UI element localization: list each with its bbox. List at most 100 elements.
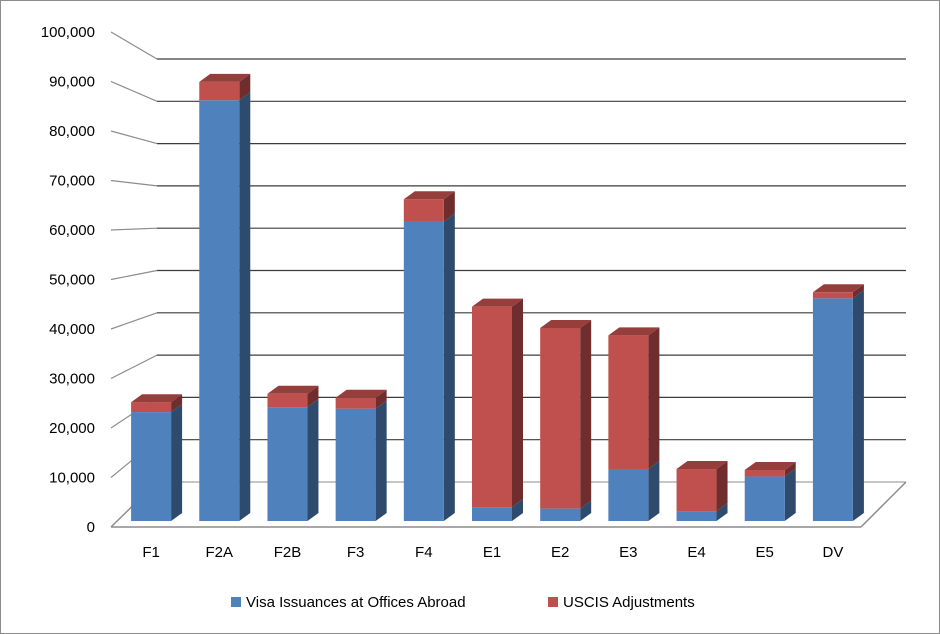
y-tick-label: 30,000 — [49, 371, 95, 388]
y-tick-label: 40,000 — [49, 321, 95, 338]
x-tick-label: F4 — [415, 544, 433, 561]
bar-segment-uscis — [540, 327, 581, 509]
x-tick-label: E1 — [483, 544, 501, 561]
bar-segment-uscis — [472, 306, 512, 508]
bar-group-e3 — [608, 327, 660, 521]
bar-group-f2a — [199, 73, 251, 521]
y-tick-label: 80,000 — [49, 123, 95, 140]
bar-segment-visa — [131, 412, 172, 521]
bar-segment-uscis — [812, 292, 853, 299]
bar-side-uscis — [648, 327, 660, 470]
bar-segment-visa — [540, 508, 581, 521]
bar-side-visa — [716, 503, 728, 521]
bar-group-e4 — [676, 461, 728, 521]
bar-segment-visa — [267, 407, 308, 521]
bar-segment-uscis — [131, 402, 172, 413]
bar-top — [403, 191, 455, 200]
bar-side-uscis — [375, 389, 387, 409]
bar-group-e2 — [540, 319, 592, 521]
legend: Visa Issuances at Offices Abroad USCIS Ad… — [231, 594, 695, 611]
bar-side-uscis — [171, 394, 183, 413]
bar-segment-uscis — [676, 469, 717, 512]
gridline-diagonal — [110, 31, 158, 60]
bar-side-uscis — [307, 385, 319, 408]
bar-side-visa — [580, 500, 592, 521]
legend-swatch — [231, 597, 241, 607]
legend-item: Visa Issuances at Offices Abroad — [231, 594, 466, 611]
legend-label: USCIS Adjustments — [563, 594, 695, 611]
bar-group-f3 — [335, 389, 387, 521]
y-tick-label: 10,000 — [49, 470, 95, 487]
bar-group-e1 — [472, 298, 523, 521]
bar-segment-visa — [472, 507, 512, 521]
bar-segment-visa — [676, 511, 717, 521]
gridline-diagonal — [110, 130, 158, 145]
bar-group-f4 — [403, 191, 455, 521]
bar-top — [608, 327, 660, 336]
x-tick-label: E5 — [756, 544, 774, 561]
y-tick-label: 20,000 — [49, 420, 95, 437]
gridline-diagonal — [110, 269, 158, 281]
x-tick-label: F2B — [274, 544, 302, 561]
bar-group-f1 — [131, 394, 183, 521]
x-tick-label: E3 — [619, 544, 637, 561]
bar-segment-uscis — [403, 199, 444, 222]
gridline-diagonal — [110, 227, 158, 231]
y-tick-label: 100,000 — [41, 24, 95, 41]
bar-group-f2b — [267, 385, 319, 521]
bar-group-e5 — [744, 462, 796, 521]
bar-side-uscis — [716, 461, 728, 512]
bar-side-visa — [375, 400, 387, 521]
bar-side-visa — [307, 399, 319, 521]
bar-side-uscis — [512, 298, 523, 508]
bar-side-visa — [852, 290, 864, 521]
floor-right-edge — [860, 481, 907, 528]
gridline-diagonal — [110, 354, 158, 380]
x-tick-label: E4 — [687, 544, 705, 561]
legend-item: USCIS Adjustments — [548, 594, 695, 611]
bar-side-uscis — [580, 319, 592, 509]
bar-segment-visa — [812, 298, 853, 521]
bar-segment-uscis — [267, 393, 308, 408]
bar-top — [199, 73, 251, 82]
x-tick-label: DV — [822, 544, 843, 561]
bar-segment-uscis — [744, 470, 785, 477]
bar-side-visa — [512, 499, 523, 521]
x-axis-labels: DV E5 E4 E3 E2 E1 F4 F3 F2B F2A F1 — [142, 544, 843, 561]
gridline-diagonal — [110, 179, 158, 187]
bar-side-uscis — [443, 191, 455, 222]
bar-segment-uscis — [335, 397, 376, 409]
bar-group-dv — [812, 284, 864, 521]
bar-side-uscis — [852, 284, 864, 299]
legend-swatch — [548, 597, 558, 607]
bar-segment-visa — [608, 469, 649, 521]
x-tick-label: F3 — [347, 544, 365, 561]
bar-top — [335, 389, 387, 398]
bar-top — [676, 461, 728, 470]
bar-side-visa — [443, 213, 455, 521]
y-tick-label: 90,000 — [49, 74, 95, 91]
gridline-diagonal — [110, 312, 158, 330]
bar-segment-uscis — [608, 335, 649, 470]
bar-segment-visa — [403, 221, 444, 521]
x-tick-label: E2 — [551, 544, 569, 561]
bar-side-visa — [171, 404, 183, 521]
bar-side-visa — [239, 92, 251, 521]
y-tick-label: 50,000 — [49, 272, 95, 289]
bar-segment-visa — [744, 476, 785, 521]
bar-side-visa — [784, 468, 796, 521]
legend-label: Visa Issuances at Offices Abroad — [246, 594, 466, 611]
bar-top — [267, 385, 319, 394]
y-axis-labels: 0 10,000 20,000 30,000 40,000 50,000 60,000 70,… — [41, 24, 95, 536]
bars — [131, 73, 864, 521]
bar-top — [744, 462, 796, 471]
bar-segment-uscis — [199, 81, 240, 101]
bar-side-uscis — [784, 462, 796, 477]
y-tick-label: 70,000 — [49, 173, 95, 190]
bar-side-visa — [648, 461, 660, 521]
bar-top — [472, 298, 523, 307]
y-tick-label: 60,000 — [49, 222, 95, 239]
bar-top — [540, 319, 592, 328]
